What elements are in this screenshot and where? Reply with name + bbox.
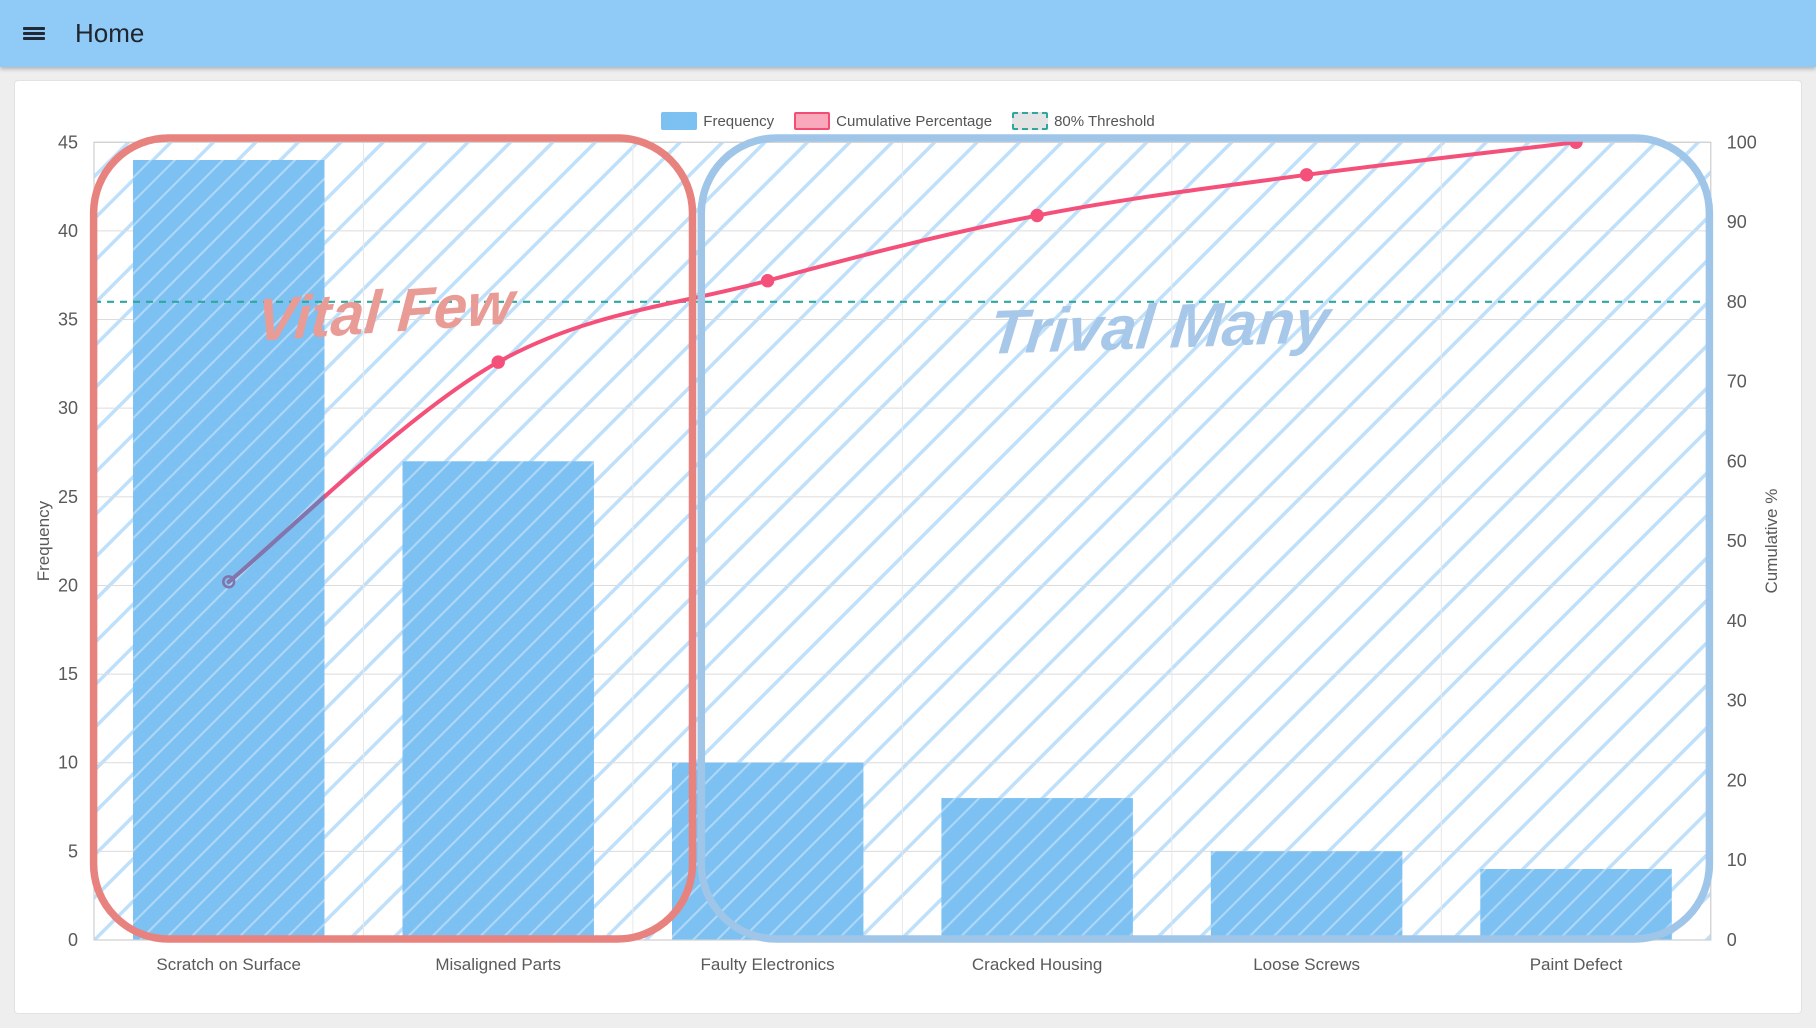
svg-text:80: 80 [1727,292,1747,312]
svg-text:Cumulative %: Cumulative % [1762,489,1781,594]
svg-text:0: 0 [1727,930,1737,950]
svg-text:Paint Defect: Paint Defect [1530,955,1623,974]
svg-text:70: 70 [1727,372,1747,392]
svg-text:Loose Screws: Loose Screws [1253,955,1360,974]
svg-text:90: 90 [1727,212,1747,232]
svg-text:Cracked Housing: Cracked Housing [972,955,1102,974]
svg-text:10: 10 [58,753,78,773]
svg-text:Frequency: Frequency [34,500,53,581]
svg-text:20: 20 [58,576,78,596]
svg-text:40: 40 [58,221,78,241]
svg-text:Trival Many: Trival Many [986,287,1336,368]
svg-text:Misaligned Parts: Misaligned Parts [435,955,561,974]
svg-text:35: 35 [58,310,78,330]
svg-text:50: 50 [1727,531,1747,551]
svg-text:30: 30 [1727,691,1747,711]
svg-text:40: 40 [1727,611,1747,631]
svg-text:60: 60 [1727,451,1747,471]
svg-text:Scratch on Surface: Scratch on Surface [156,955,301,974]
svg-text:10: 10 [1727,850,1747,870]
svg-text:0: 0 [68,930,78,950]
svg-text:30: 30 [58,398,78,418]
svg-text:100: 100 [1727,132,1757,152]
svg-text:20: 20 [1727,771,1747,791]
svg-text:5: 5 [68,841,78,861]
svg-text:15: 15 [58,664,78,684]
svg-text:25: 25 [58,487,78,507]
svg-text:45: 45 [58,132,78,152]
svg-text:Faulty Electronics: Faulty Electronics [701,955,835,974]
